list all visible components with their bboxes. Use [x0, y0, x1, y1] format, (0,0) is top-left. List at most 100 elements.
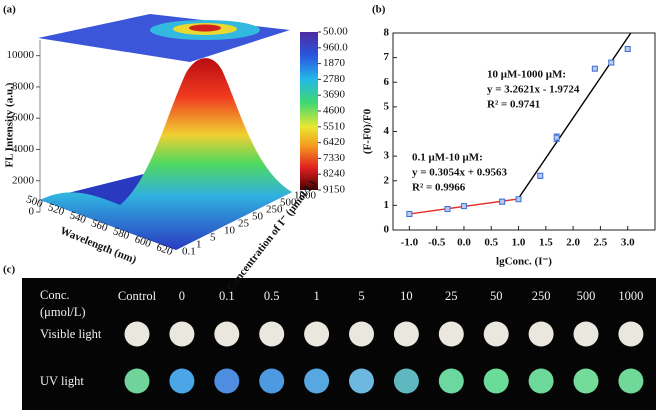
y-tick-label: 5 — [210, 232, 216, 244]
annotation: y = 0.3054x + 0.9563 — [412, 167, 508, 179]
point — [608, 59, 615, 66]
well-uv — [124, 368, 150, 394]
x-axis-label: lgConc. (I⁻) — [496, 256, 552, 268]
column-label: Control — [118, 289, 157, 303]
x-tick-label: 500 — [25, 193, 45, 210]
well-visible — [438, 321, 464, 347]
well-visible — [214, 321, 240, 347]
y-tick-label: 0 — [384, 224, 390, 236]
point — [515, 196, 522, 203]
colorbar-tick-label: 5510 — [323, 120, 346, 132]
well-visible — [618, 321, 644, 347]
x-tick-label: 520 — [46, 201, 66, 218]
x-tick-label: 580 — [111, 225, 131, 242]
column-label: 1000 — [618, 289, 643, 303]
colorbar-tick-label: 8240 — [323, 168, 346, 180]
point — [444, 206, 451, 213]
row-header: Conc. — [40, 288, 70, 302]
annotation: R² = 0.9741 — [487, 99, 540, 111]
y-axis-label: (F-F0)/F0 — [362, 108, 374, 154]
y-tick-label: 4 — [384, 125, 390, 137]
column-label: 1 — [313, 289, 319, 303]
column-label: 5 — [358, 289, 364, 303]
x-tick-label: -0.5 — [428, 237, 446, 249]
y-tick-label: 1000 — [294, 190, 317, 202]
y-tick-label: 8 — [384, 27, 390, 39]
well-uv — [618, 368, 644, 394]
z-tick-label: 10000 — [7, 49, 35, 61]
column-label: 50 — [490, 289, 503, 303]
projection-plane — [38, 14, 290, 62]
colorbar-tick-label: 7330 — [323, 152, 346, 164]
point — [460, 203, 467, 210]
point — [591, 65, 598, 72]
x-tick-label: -1.0 — [401, 237, 419, 249]
panel-label: (b) — [372, 4, 386, 16]
well-uv — [573, 368, 599, 394]
colorbar-tick-label: 960.0 — [323, 41, 348, 53]
annotation: y = 3.2621x - 1.9724 — [487, 84, 580, 96]
column-label: 0.1 — [219, 289, 235, 303]
annotation: 10 μM-1000 μM: — [487, 69, 566, 81]
column-label: 25 — [445, 289, 458, 303]
well-uv — [349, 368, 374, 394]
surface — [40, 58, 292, 250]
row-label: Visible light — [40, 327, 102, 341]
well-visible — [393, 321, 419, 347]
x-tick-label: 0.0 — [457, 237, 471, 249]
row-label: UV light — [40, 374, 84, 388]
column-label: 250 — [532, 289, 551, 303]
point — [553, 134, 560, 141]
row-header: (μmol/L) — [40, 305, 86, 319]
well-uv — [214, 368, 240, 394]
column-label: 500 — [577, 289, 596, 303]
x-tick-label: 0.5 — [484, 237, 498, 249]
z-tick-label: 4000 — [12, 143, 35, 155]
y-tick-label: 5 — [384, 100, 390, 112]
point — [499, 198, 506, 205]
y-tick-label: 1 — [196, 239, 202, 251]
x-tick-label: 2.5 — [594, 237, 608, 249]
y-tick-label: 6 — [384, 76, 390, 88]
well-visible — [304, 321, 330, 347]
colorbar-tick-label: 3690 — [323, 89, 346, 101]
y-tick-label: 500 — [280, 197, 297, 209]
well-uv — [483, 368, 509, 394]
z-axis-label: FL Intensity (a.u.) — [4, 82, 16, 167]
well-visible — [169, 321, 195, 347]
colorbar-tick-label: 2780 — [323, 73, 346, 85]
fit-line — [517, 32, 632, 199]
well-visible — [528, 321, 554, 347]
well-uv — [528, 368, 554, 394]
x-tick-label: 620 — [155, 241, 175, 258]
colorbar-tick-label: 6420 — [323, 136, 346, 148]
well-uv — [438, 368, 464, 394]
y-tick-label: 1 — [384, 199, 390, 211]
well-visible — [124, 321, 150, 347]
well-visible — [259, 321, 285, 347]
well-visible — [483, 321, 509, 347]
x-tick-label: 540 — [68, 209, 88, 226]
annotation: R² = 0.9966 — [412, 182, 466, 194]
y-tick-label: 250 — [266, 204, 283, 216]
well-visible — [573, 321, 599, 347]
well-uv — [393, 368, 419, 394]
projection-contour — [189, 24, 221, 32]
well-uv — [259, 368, 285, 394]
panel-label: (a) — [3, 4, 16, 16]
plot-frame — [392, 32, 656, 231]
colorbar-tick-label: 4600 — [323, 105, 346, 117]
z-tick-label: 0 — [29, 206, 35, 218]
column-label: 10 — [400, 289, 413, 303]
y-tick-label: 7 — [384, 51, 390, 63]
colorbar-tick-label: 9150 — [323, 184, 346, 196]
column-label: 0 — [179, 289, 185, 303]
z-tick-label: 8000 — [12, 80, 35, 92]
y-tick-label: 0.1 — [182, 246, 196, 258]
well-visible — [349, 321, 374, 347]
point — [537, 172, 544, 179]
x-tick-label: 3.0 — [621, 237, 635, 249]
x-tick-label: 1.5 — [539, 237, 553, 249]
y-tick-label: 10 — [224, 225, 236, 237]
